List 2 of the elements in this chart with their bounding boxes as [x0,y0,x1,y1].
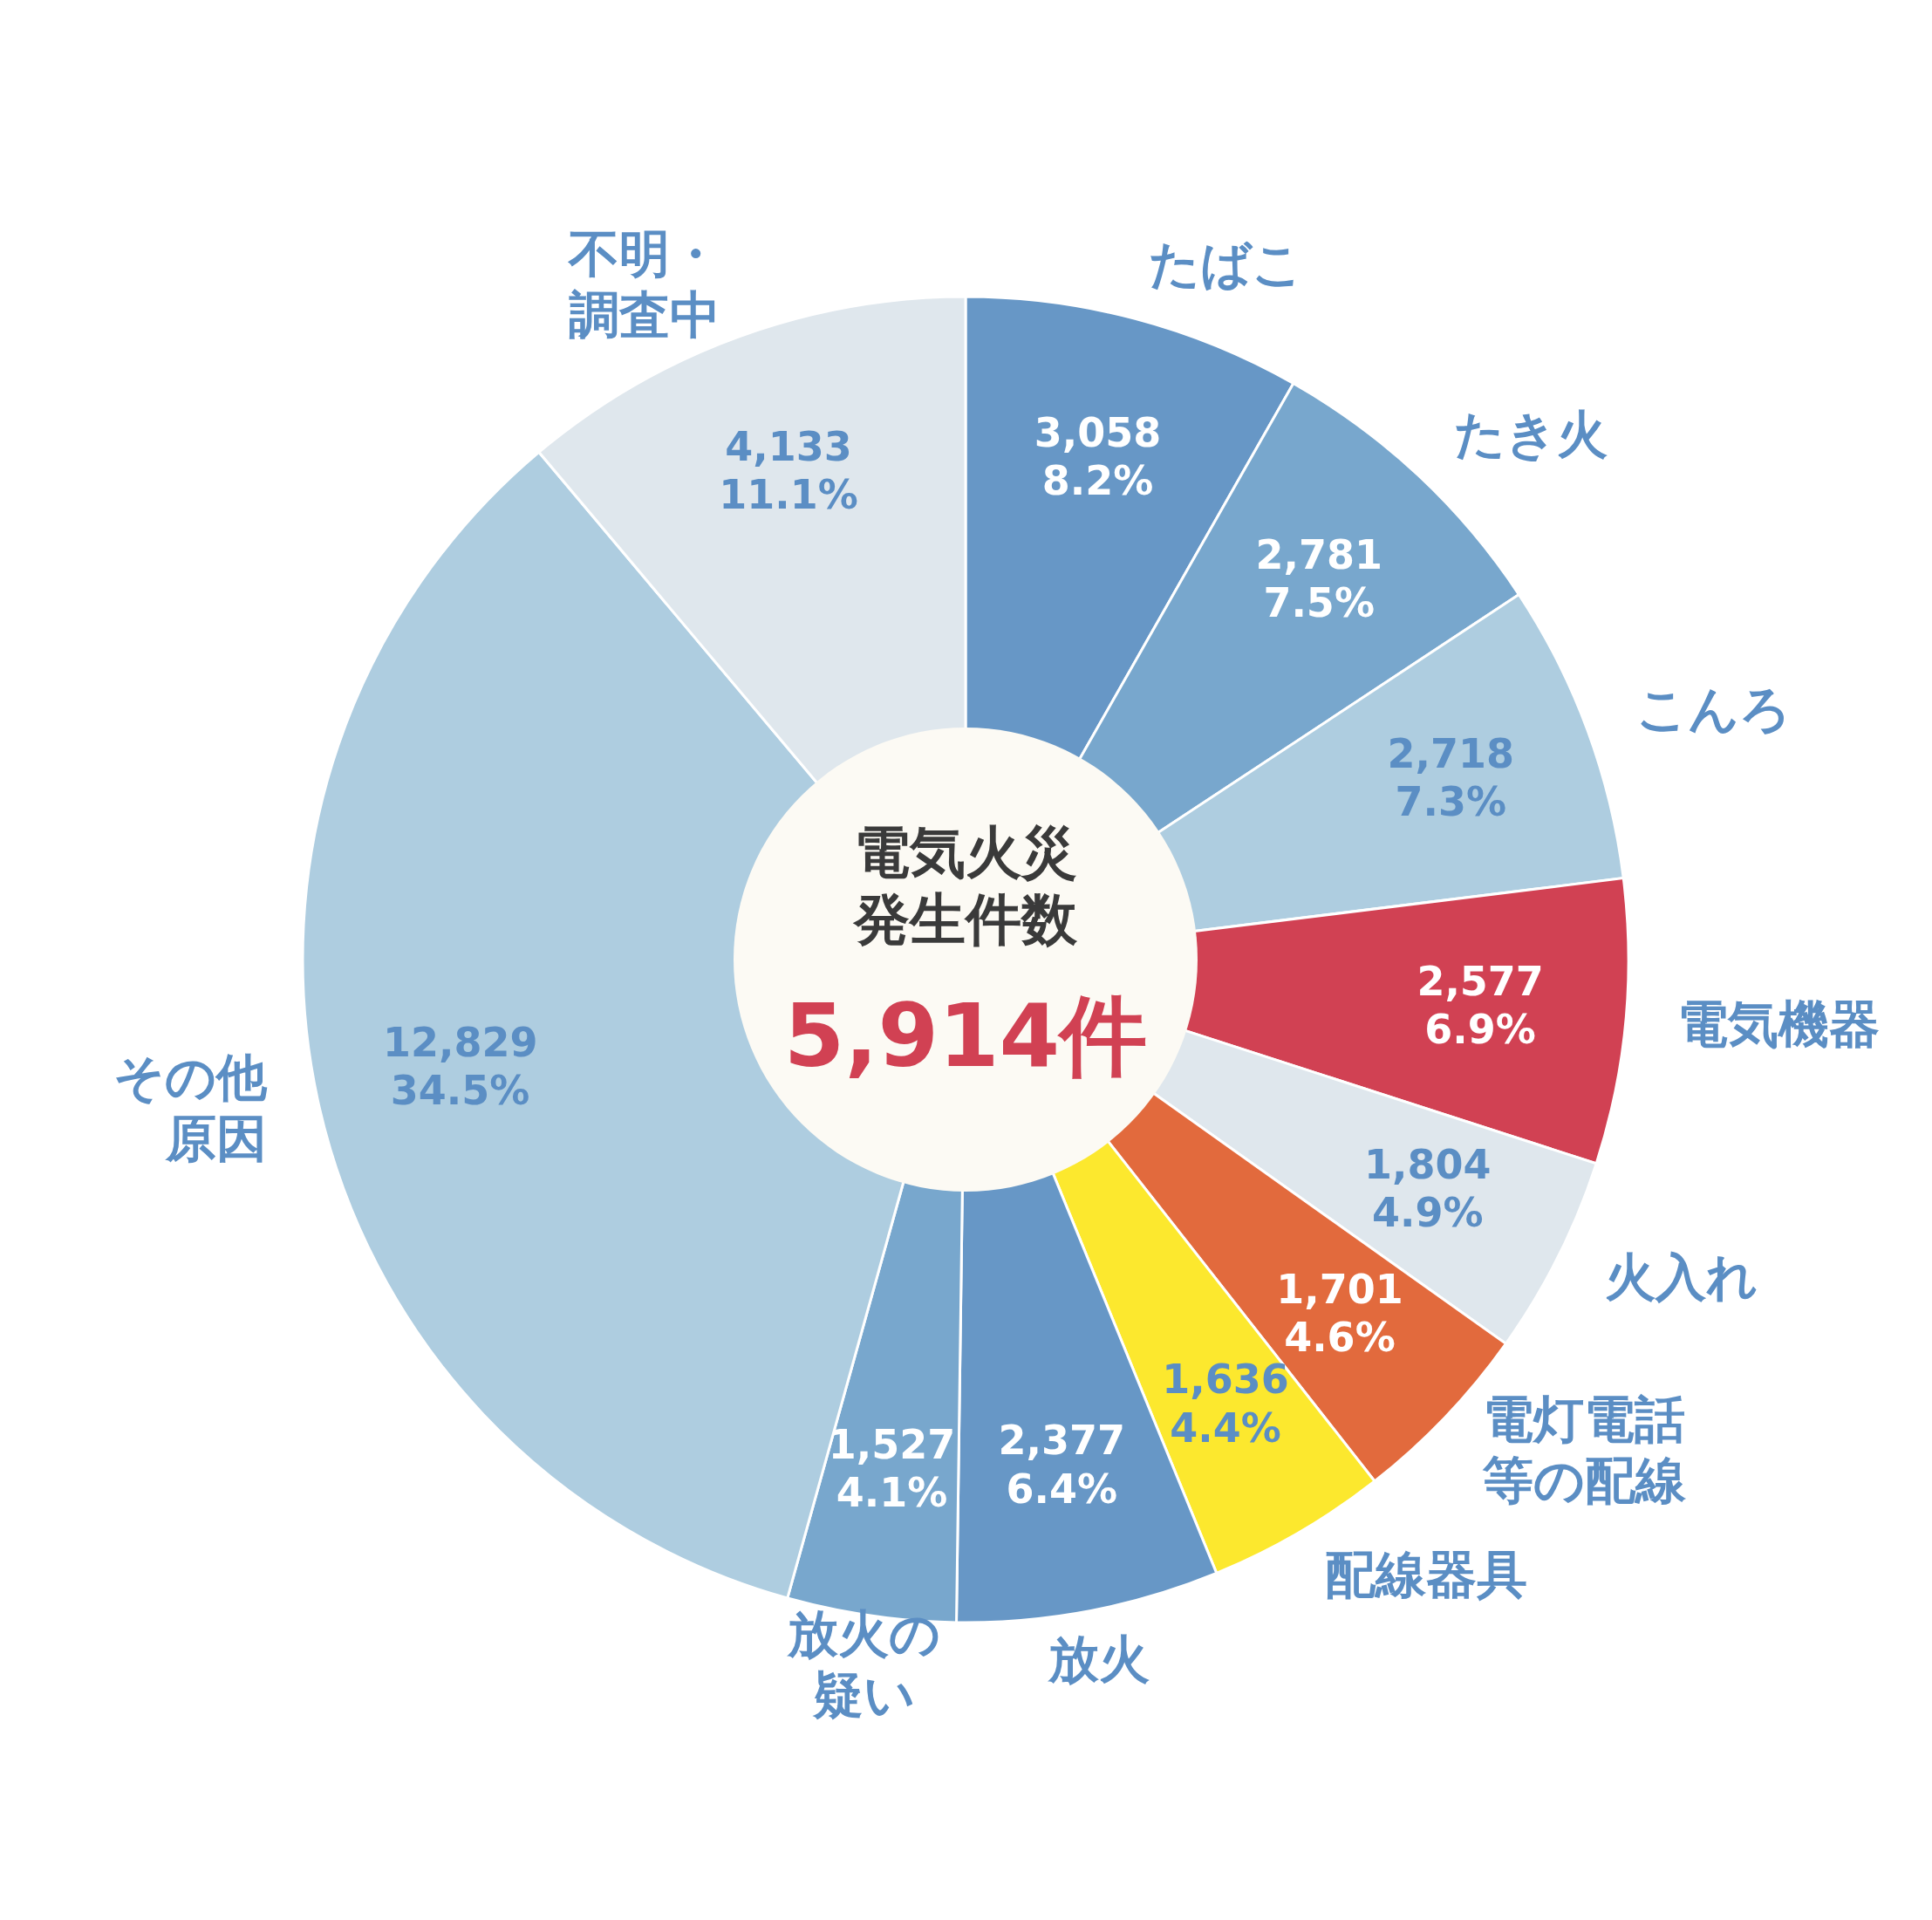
subtitle: 5,914件 [783,985,1148,1088]
title: 電気火災発生件数 [854,820,1077,952]
